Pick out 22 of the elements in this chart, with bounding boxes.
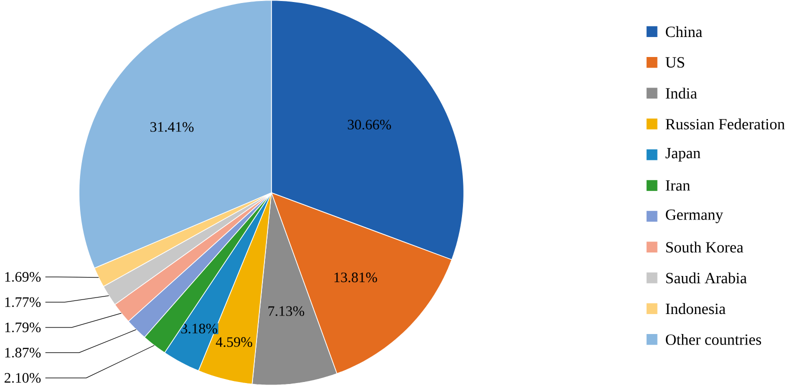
- data-label: 1.87%: [5, 348, 41, 358]
- data-label: 1.77%: [5, 297, 41, 308]
- legend-label: US: [666, 57, 684, 68]
- legend-label: Saudi Arabia: [666, 272, 747, 284]
- legend-label: India: [666, 88, 698, 99]
- data-label: 2.10%: [4, 373, 41, 383]
- legend-label: Germany: [666, 210, 724, 224]
- data-label: 30.66%: [348, 120, 392, 130]
- legend-label: South Korea: [666, 242, 744, 253]
- data-label: 13.81%: [334, 272, 378, 282]
- data-label: 3.18%: [181, 324, 218, 334]
- legend-label: Japan: [666, 148, 700, 162]
- legend-label: Iran: [666, 180, 690, 191]
- legend-label: Indonesia: [666, 303, 726, 314]
- legend-label: Russian Federation: [666, 118, 785, 130]
- data-label: 1.69%: [5, 272, 41, 282]
- legend-label: Other countries: [666, 334, 762, 346]
- data-label: 4.59%: [216, 337, 252, 348]
- data-label: 1.79%: [5, 322, 41, 332]
- legend-label: China: [666, 26, 702, 38]
- data-label: 7.13%: [268, 306, 304, 316]
- data-label: 31.41%: [150, 122, 194, 132]
